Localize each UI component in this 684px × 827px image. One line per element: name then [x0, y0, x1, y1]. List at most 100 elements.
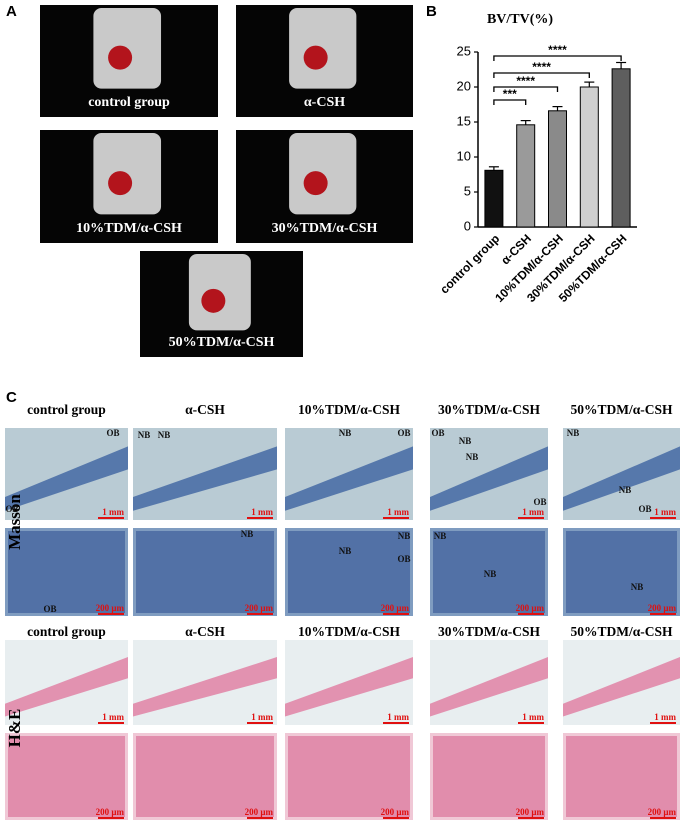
tissue-marker: NB	[484, 569, 497, 579]
tissue-marker: OB	[106, 428, 119, 438]
tissue-marker: OB	[638, 504, 651, 514]
x-tick-label: control group	[437, 231, 502, 296]
tissue-marker: NB	[138, 430, 151, 440]
tissue-marker: NB	[619, 485, 632, 495]
tissue	[566, 736, 677, 817]
tissue	[133, 657, 277, 717]
tissue-marker: NB	[567, 428, 580, 438]
tissue	[563, 446, 680, 511]
tissue-marker: NB	[398, 531, 411, 541]
tissue	[136, 531, 274, 613]
tissue-marker: NB	[434, 531, 447, 541]
tissue-marker: NB	[339, 546, 352, 556]
group-label: α-CSH	[304, 95, 345, 110]
defect	[108, 171, 133, 196]
scale-label: 1 mm	[654, 507, 676, 517]
column-title: α-CSH	[185, 624, 225, 639]
tissue-marker: NB	[631, 582, 644, 592]
scale-label: 1 mm	[654, 712, 676, 722]
y-tick-label: 20	[457, 78, 471, 93]
column-title: 10%TDM/α-CSH	[298, 402, 401, 417]
y-tick-label: 0	[464, 218, 471, 233]
bar	[611, 68, 631, 228]
scale-label: 1 mm	[522, 507, 544, 517]
tissue	[8, 531, 125, 613]
scale-label: 1 mm	[387, 507, 409, 517]
scale-label: 1 mm	[387, 712, 409, 722]
group-label: 50%TDM/α-CSH	[169, 335, 275, 350]
scale-label: 200 μm	[245, 807, 274, 817]
tissue	[430, 446, 548, 511]
column-title: 30%TDM/α-CSH	[438, 624, 541, 639]
scale-label: 1 mm	[251, 507, 273, 517]
y-tick-label: 5	[464, 183, 471, 198]
scale-label: 200 μm	[516, 807, 545, 817]
defect	[303, 45, 328, 70]
column-title: 50%TDM/α-CSH	[570, 624, 673, 639]
scale-label: 200 μm	[245, 603, 274, 613]
scale-label: 200 μm	[381, 603, 410, 613]
scale-label: 200 μm	[381, 807, 410, 817]
column-title: 50%TDM/α-CSH	[570, 402, 673, 417]
bar	[484, 169, 504, 228]
tissue-marker: NB	[459, 436, 472, 446]
scale-label: 200 μm	[516, 603, 545, 613]
tissue	[136, 736, 274, 817]
tissue	[5, 657, 128, 717]
panel-label: B	[426, 3, 437, 20]
tissue-marker: NB	[241, 529, 254, 539]
group-label: 10%TDM/α-CSH	[76, 221, 182, 236]
tissue	[288, 531, 410, 613]
bar	[548, 110, 567, 228]
tissue	[5, 446, 128, 511]
significance-label: ****	[516, 74, 535, 88]
tissue	[8, 736, 125, 817]
scale-label: 200 μm	[648, 807, 677, 817]
significance-label: ***	[503, 87, 517, 101]
tissue-marker: NB	[466, 452, 479, 462]
group-label: 30%TDM/α-CSH	[272, 221, 378, 236]
group-label: control group	[88, 95, 170, 110]
column-title: 30%TDM/α-CSH	[438, 402, 541, 417]
significance-bracket	[493, 72, 590, 78]
scale-label: 1 mm	[251, 712, 273, 722]
scale-label: 200 μm	[96, 603, 125, 613]
column-title: 10%TDM/α-CSH	[298, 624, 401, 639]
tissue	[285, 446, 413, 511]
column-title: α-CSH	[185, 402, 225, 417]
tissue-marker: NB	[339, 428, 352, 438]
scale-label: 200 μm	[96, 807, 125, 817]
defect	[201, 288, 226, 313]
tissue	[133, 446, 277, 511]
tissue	[563, 657, 680, 717]
tissue	[285, 657, 413, 717]
tissue	[288, 736, 410, 817]
defect	[108, 45, 133, 70]
tissue	[430, 657, 548, 717]
y-tick-label: 15	[457, 113, 471, 128]
tissue-marker: OB	[43, 604, 56, 614]
scale-label: 1 mm	[522, 712, 544, 722]
bar	[516, 124, 536, 228]
tissue-marker: NB	[158, 430, 171, 440]
scale-label: 1 mm	[102, 507, 124, 517]
tissue-marker: OB	[397, 428, 410, 438]
significance-label: ****	[532, 60, 551, 74]
significance-bracket	[493, 99, 527, 105]
stain-label: Masson	[5, 494, 24, 550]
y-tick-label: 25	[457, 43, 471, 58]
y-tick-label: 10	[457, 148, 471, 163]
tissue	[433, 531, 545, 613]
column-title: control group	[27, 624, 106, 639]
significance-bracket	[493, 55, 622, 61]
tissue-marker: OB	[397, 554, 410, 564]
significance-label: ****	[548, 43, 567, 57]
tissue-marker: OB	[431, 428, 444, 438]
defect	[303, 171, 328, 196]
stain-label: H&E	[5, 709, 24, 748]
tissue	[566, 531, 677, 613]
bar	[579, 86, 599, 228]
panel-label: C	[6, 389, 17, 406]
panel-label: A	[6, 3, 17, 20]
